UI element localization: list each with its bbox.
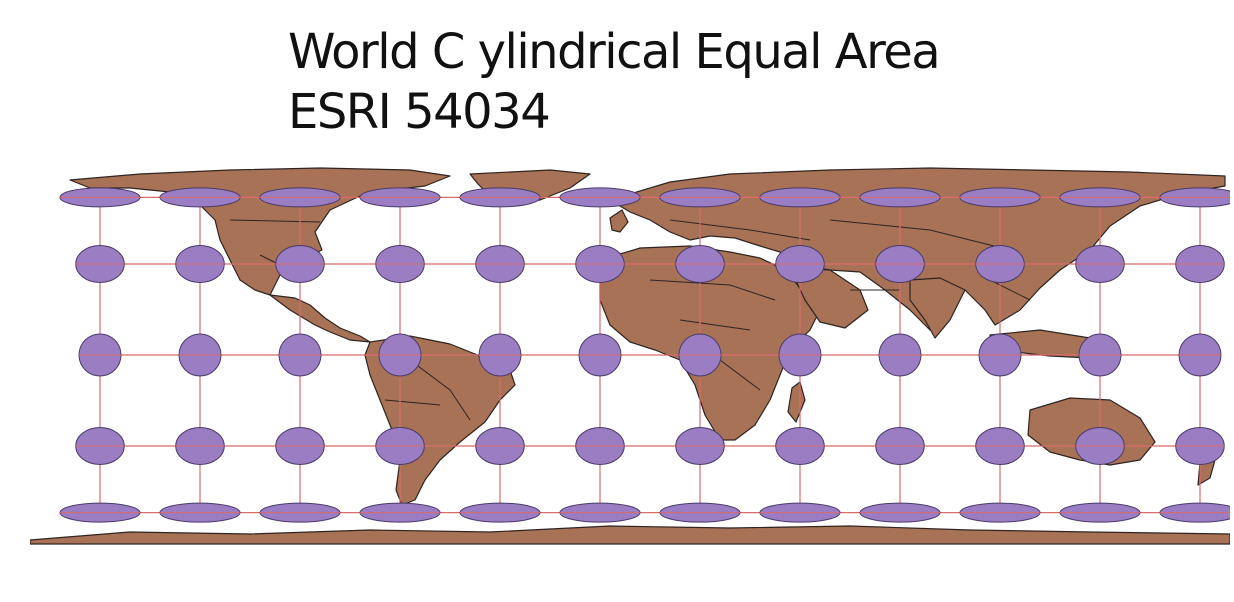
country-border-line — [679, 319, 751, 331]
map-title-line-2: ESRI 54034 — [288, 84, 551, 140]
country-borders — [229, 219, 1031, 421]
land-india — [909, 277, 966, 339]
tissot-indicatrix-layer — [59, 187, 1230, 523]
map-title: World C ylindrical Equal Area ESRI 54034 — [288, 22, 941, 142]
map-frame — [30, 160, 1230, 550]
country-border-line — [829, 219, 1011, 251]
country-border-line — [229, 219, 321, 223]
country-border-line — [989, 279, 1031, 301]
country-border-line — [719, 359, 761, 391]
land-british-isles — [609, 209, 629, 233]
map-canvas — [30, 167, 1230, 545]
land-antarctica — [30, 525, 1230, 545]
country-border-line — [409, 359, 471, 421]
land-madagascar — [787, 381, 806, 423]
land-eurasia — [609, 167, 1226, 331]
land-central-america — [269, 294, 371, 343]
country-border-line — [669, 219, 811, 241]
country-border-line — [384, 399, 441, 406]
map-title-line-1: World C ylindrical Equal Area — [288, 24, 941, 80]
land-arabia — [789, 267, 869, 329]
country-border-line — [649, 279, 776, 301]
